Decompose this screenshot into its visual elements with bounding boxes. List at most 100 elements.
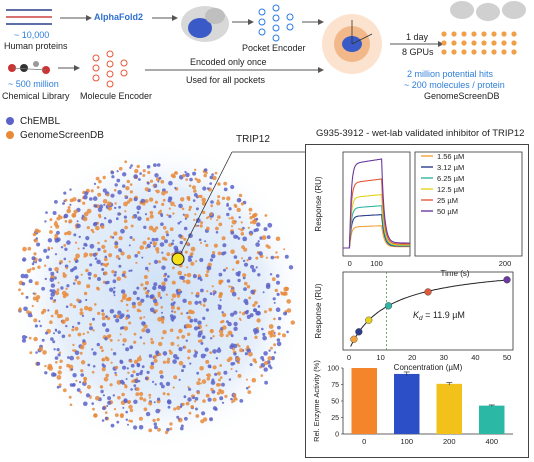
embedding-point <box>145 411 151 417</box>
embedding-point <box>262 291 265 294</box>
embedding-point <box>248 207 253 212</box>
embedding-point <box>81 214 85 217</box>
embedding-point <box>243 336 248 341</box>
embedding-point <box>182 279 186 283</box>
embedding-point <box>74 275 79 280</box>
embedding-point <box>290 320 295 325</box>
embedding-point <box>233 393 237 397</box>
embedding-point <box>153 358 158 363</box>
embedding-point <box>248 296 252 300</box>
embedding-point <box>161 336 164 340</box>
embedding-point <box>212 175 217 181</box>
embedding-point <box>132 304 136 309</box>
embedding-point <box>172 266 175 270</box>
embedding-point <box>283 248 286 251</box>
embedding-point <box>96 342 101 347</box>
embedding-point <box>264 380 268 385</box>
embedding-point <box>86 284 91 289</box>
embedding-point <box>35 237 38 240</box>
embedding-point <box>182 213 185 216</box>
embedding-point <box>249 221 253 224</box>
embedding-point <box>59 314 63 318</box>
embedding-point <box>142 398 147 402</box>
embedding-point <box>128 404 133 410</box>
embedding-point <box>96 186 100 189</box>
legend-dot-genomescreendb <box>6 131 14 139</box>
sensorgram-xlabel: Time (s) <box>440 269 469 278</box>
embedding-point <box>23 273 29 279</box>
embedding-point <box>65 292 69 297</box>
embedding-point <box>157 291 161 295</box>
embedding-point <box>92 317 95 321</box>
hit-structures-icon <box>450 1 526 21</box>
embedding-point <box>97 192 102 197</box>
embedding-point <box>194 168 197 171</box>
inhibitor-panel: G935-3912 - wet-lab validated inhibitor … <box>305 129 529 458</box>
embedding-point <box>223 268 226 272</box>
embedding-point <box>141 365 145 369</box>
embedding-point <box>170 242 174 246</box>
embedding-point <box>147 170 151 175</box>
embedding-point <box>53 348 56 351</box>
embedding-point <box>114 371 117 375</box>
embedding-point <box>102 175 106 180</box>
embedding-point <box>137 251 141 255</box>
embedding-point <box>116 420 120 424</box>
embedding-point <box>212 406 217 411</box>
embedding-point <box>160 222 164 226</box>
embedding-point <box>276 292 280 296</box>
embedding-point <box>121 296 126 300</box>
embedding-point <box>144 187 149 192</box>
embedding-point <box>201 197 206 203</box>
embedding-point <box>261 358 265 362</box>
embedding-point <box>112 279 117 284</box>
embedding-point <box>25 295 29 299</box>
embedding-point <box>105 357 110 362</box>
embedding-point <box>230 397 233 401</box>
embedding-point <box>139 371 143 376</box>
sensorgram-series-5 <box>343 158 410 249</box>
scatter-legend: ChEMBL GenomeScreenDB <box>6 114 104 142</box>
embedding-point <box>137 301 142 307</box>
embedding-point <box>136 211 140 214</box>
embedding-point <box>205 243 209 247</box>
embedding-point <box>262 332 266 336</box>
embedding-point <box>270 346 273 350</box>
embedding-point <box>239 399 244 403</box>
embedding-point <box>100 389 104 394</box>
embedding-point <box>267 222 273 228</box>
embedding-point <box>65 324 68 328</box>
embedding-point <box>139 245 144 250</box>
embedding-point <box>203 173 207 178</box>
embedding-point <box>253 308 257 312</box>
embedding-point <box>228 217 231 220</box>
embedding-point <box>246 348 251 353</box>
embedding-point <box>192 171 197 176</box>
embedding-point <box>233 326 238 331</box>
embedding-point <box>203 168 208 172</box>
embedding-point <box>60 246 64 249</box>
embedding-point <box>239 348 244 353</box>
embedding-point <box>63 244 67 247</box>
embedding-point <box>22 246 27 252</box>
embedding-point <box>147 237 151 240</box>
embedding-point <box>68 395 72 399</box>
embedding-point <box>69 355 74 361</box>
embedding-point <box>237 373 242 378</box>
embedding-point <box>246 259 249 262</box>
embedding-point <box>103 203 106 206</box>
embedding-point <box>166 392 170 396</box>
embedding-point <box>63 257 67 261</box>
embedding-point <box>65 266 69 270</box>
embedding-point <box>138 425 144 430</box>
protein-sequence-icon <box>6 9 52 25</box>
embedding-point <box>165 293 168 296</box>
embedding-point <box>153 354 158 359</box>
embedding-point <box>263 351 268 356</box>
molecule-encoder-label: Molecule Encoder <box>80 91 153 101</box>
embedding-point <box>274 256 277 259</box>
embedding-point <box>95 176 100 181</box>
embedding-point <box>101 363 105 366</box>
embedding-point <box>47 238 53 243</box>
embedding-point <box>145 294 149 298</box>
